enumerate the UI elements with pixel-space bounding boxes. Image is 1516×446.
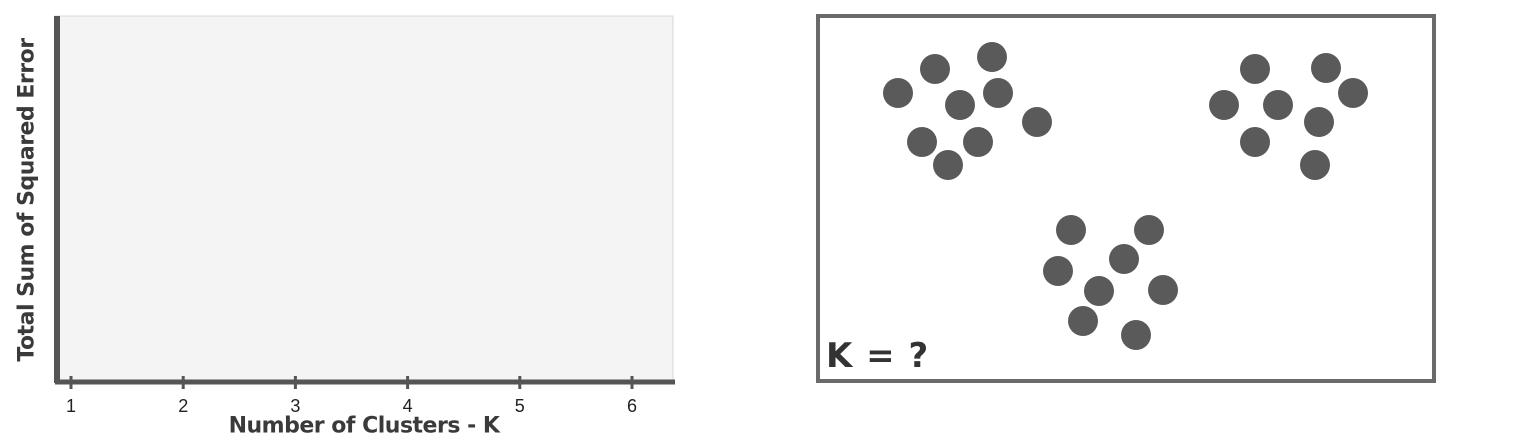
scatter-point: [883, 78, 913, 108]
scatter-point: [1022, 107, 1052, 137]
scatter-point: [1209, 90, 1239, 120]
x-tick-label: 1: [66, 396, 76, 416]
cluster-scatter-svg: [820, 18, 1432, 379]
scatter-point: [1068, 306, 1098, 336]
scatter-point: [945, 90, 975, 120]
scatter-point: [1043, 256, 1073, 286]
x-tick-label: 2: [178, 396, 188, 416]
scatter-point: [963, 127, 993, 157]
scatter-point: [1121, 320, 1151, 350]
scatter-point: [1304, 107, 1334, 137]
scatter-point: [1134, 215, 1164, 245]
scatter-point: [1084, 276, 1114, 306]
scatter-point: [1240, 54, 1270, 84]
x-tick-label: 6: [627, 396, 637, 416]
scatter-point: [920, 54, 950, 84]
y-axis-label: Total Sum of Squared Error: [15, 38, 40, 361]
x-axis-label: Number of Clusters - K: [229, 414, 500, 439]
plot-area: [55, 16, 673, 381]
scatter-point: [1300, 150, 1330, 180]
scatter-point: [1148, 275, 1178, 305]
scatter-point: [907, 127, 937, 157]
scatter-point: [1263, 90, 1293, 120]
scatter-point: [1311, 53, 1341, 83]
cluster-scatter-panel: K = ?: [816, 14, 1436, 383]
scatter-point: [1056, 215, 1086, 245]
scatter-point: [1240, 127, 1270, 157]
scatter-point: [1109, 244, 1139, 274]
k-question-label: K = ?: [826, 336, 929, 376]
scatter-point: [933, 150, 963, 180]
x-tick-label: 5: [515, 396, 525, 416]
scatter-points: [883, 42, 1368, 350]
scatter-point: [1338, 78, 1368, 108]
scatter-point: [983, 78, 1013, 108]
scatter-point: [977, 42, 1007, 72]
